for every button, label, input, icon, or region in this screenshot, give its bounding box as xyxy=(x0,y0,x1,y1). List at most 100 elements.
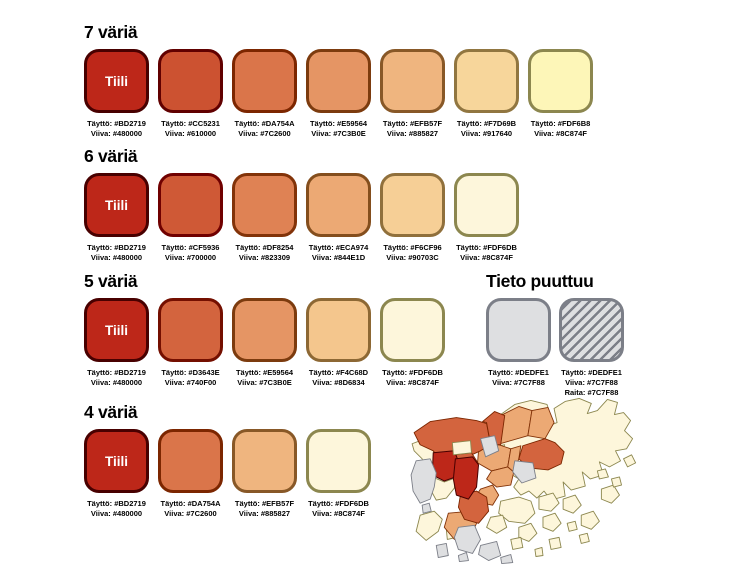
color-swatch xyxy=(232,173,297,237)
fill-label: Täyttö: #F6CF96 xyxy=(383,243,442,252)
line-label: Viiva: #7C2600 xyxy=(238,128,291,138)
map-island xyxy=(623,454,637,468)
palette-group-4: 4 väriä Tiili Täyttö: #BD2719 Viiva: #48… xyxy=(84,402,371,519)
fill-label: Täyttö: #BD2719 xyxy=(87,499,146,508)
swatch-cell: Täyttö: #D3643E Viiva: #740F00 xyxy=(158,298,223,388)
missing-data-striped-swatch xyxy=(559,298,624,362)
group-title: 6 väriä xyxy=(84,146,138,166)
swatch-label: Täyttö: #FDF6DB Viiva: #8C874F xyxy=(306,499,371,519)
line-label: Viiva: #480000 xyxy=(90,128,143,138)
group-title: 7 väriä xyxy=(84,22,138,42)
color-swatch xyxy=(454,173,519,237)
color-swatch xyxy=(380,173,445,237)
map-region xyxy=(421,502,432,514)
fill-label: Täyttö: #FDF6DB xyxy=(308,499,369,508)
swatch-label: Täyttö: #BD2719 Viiva: #480000 xyxy=(84,499,149,519)
color-swatch xyxy=(454,49,519,113)
group-title: 5 väriä xyxy=(84,271,138,291)
line-label: Viiva: #480000 xyxy=(90,252,143,262)
color-swatch xyxy=(232,49,297,113)
map-region xyxy=(482,411,506,446)
fill-label: Täyttö: #BD2719 xyxy=(87,368,146,377)
map-region xyxy=(415,510,443,541)
group-title: 4 väriä xyxy=(84,402,138,422)
map-region xyxy=(451,440,472,456)
line-label: Viiva: #8C874F xyxy=(460,252,513,262)
swatch-cell: Täyttö: #ECA974 Viiva: #844E1D xyxy=(306,173,371,263)
swatch-cell: Tiili Täyttö: #BD2719 Viiva: #480000 xyxy=(84,298,149,388)
swatch-cell: Tiili Täyttö: #BD2719 Viiva: #480000 xyxy=(84,49,149,139)
color-swatch xyxy=(158,173,223,237)
swatch-cell: Täyttö: #DA754A Viiva: #7C2600 xyxy=(232,49,297,139)
line-label: Viiva: #8C874F xyxy=(386,377,439,387)
map-region xyxy=(452,456,480,500)
swatch-cell: Täyttö: #F4C68D Viiva: #8D6834 xyxy=(306,298,371,388)
map-region xyxy=(500,554,514,565)
line-label: Viiva: #480000 xyxy=(90,377,143,387)
fill-label: Täyttö: #FDF6B8 xyxy=(530,119,591,128)
color-swatch xyxy=(158,49,223,113)
line-label: Viiva: #7C3B0E xyxy=(311,128,366,138)
swatch-label: Täyttö: #E59564 Viiva: #7C3B0E xyxy=(232,368,297,388)
color-swatch: Tiili xyxy=(84,173,149,237)
map-island xyxy=(596,468,609,480)
color-swatch xyxy=(306,298,371,362)
color-swatch xyxy=(232,429,297,493)
swatch-label: Täyttö: #DF8254 Viiva: #823309 xyxy=(232,243,297,263)
line-label: Viiva: #700000 xyxy=(164,252,217,262)
map-island xyxy=(534,546,544,557)
line-label: Viiva: #8D6834 xyxy=(312,377,365,387)
map-island xyxy=(498,496,536,524)
line-label: Viiva: #8C874F xyxy=(312,508,365,518)
color-swatch: Tiili xyxy=(84,429,149,493)
swatch-cell: Täyttö: #CC5231 Viiva: #610000 xyxy=(158,49,223,139)
map-islands-pale-yellow xyxy=(486,454,637,557)
swatch-label: Täyttö: #DEDFE1 Viiva: #7C7F88 Raita: #7… xyxy=(559,368,624,398)
map-region-pale-inner xyxy=(451,440,472,456)
fill-label: Täyttö: #CC5231 xyxy=(161,119,220,128)
fill-label: Täyttö: #FDF6DB xyxy=(456,243,517,252)
missing-data-swatch xyxy=(486,298,551,362)
swatch-label: Täyttö: #FDF6B8 Viiva: #8C874F xyxy=(528,119,593,139)
line-label: Viiva: #7C2600 xyxy=(164,508,217,518)
fill-label: Täyttö: #EFB57F xyxy=(234,499,295,508)
swatch-label: Täyttö: #ECA974 Viiva: #844E1D xyxy=(306,243,371,263)
tile-sample-label: Tiili xyxy=(104,322,128,338)
color-swatch xyxy=(306,429,371,493)
swatch-label: Täyttö: #E59564 Viiva: #7C3B0E xyxy=(306,119,371,139)
swatch-label: Täyttö: #F4C68D Viiva: #8D6834 xyxy=(306,368,371,388)
swatch-label: Täyttö: #DA754A Viiva: #7C2600 xyxy=(232,119,297,139)
color-swatch xyxy=(380,49,445,113)
fill-label: Täyttö: #D3643E xyxy=(161,368,220,377)
swatch-cell: Täyttö: #F6CF96 Viiva: #90703C xyxy=(380,173,445,263)
fill-label: Täyttö: #DA754A xyxy=(160,499,221,508)
swatch-cell: Täyttö: #DEDFE1 Viiva: #7C7F88 Raita: #7… xyxy=(559,298,624,398)
swatch-cell: Täyttö: #FDF6B8 Viiva: #8C874F xyxy=(528,49,593,139)
swatch-label: Täyttö: #BD2719 Viiva: #480000 xyxy=(84,119,149,139)
swatch-cell: Täyttö: #FDF6DB Viiva: #8C874F xyxy=(306,429,371,519)
line-label: Viiva: #844E1D xyxy=(311,252,366,262)
swatch-row: Tiili Täyttö: #BD2719 Viiva: #480000 Täy… xyxy=(84,429,371,519)
swatch-cell: Täyttö: #DA754A Viiva: #7C2600 xyxy=(158,429,223,519)
missing-data-group: Tieto puuttuu Täyttö: #DEDFE1 Viiva: #7C… xyxy=(486,271,624,398)
fill-label: Täyttö: #E59564 xyxy=(235,368,294,377)
fill-label: Täyttö: #F7D69B xyxy=(456,119,517,128)
map-region xyxy=(410,458,437,504)
swatch-label: Täyttö: #BD2719 Viiva: #480000 xyxy=(84,243,149,263)
swatch-label: Täyttö: #F7D69B Viiva: #917640 xyxy=(454,119,519,139)
swatch-label: Täyttö: #CC5231 Viiva: #610000 xyxy=(158,119,223,139)
fill-label: Täyttö: #BD2719 xyxy=(87,119,146,128)
fill-label: Täyttö: #DF8254 xyxy=(235,243,294,252)
fill-label: Täyttö: #EFB57F xyxy=(382,119,443,128)
swatch-label: Täyttö: #D3643E Viiva: #740F00 xyxy=(158,368,223,388)
line-label: Viiva: #90703C xyxy=(386,252,439,262)
swatch-cell: Täyttö: #EFB57F Viiva: #885827 xyxy=(380,49,445,139)
fill-label: Täyttö: #DA754A xyxy=(234,119,295,128)
swatch-label: Täyttö: #BD2719 Viiva: #480000 xyxy=(84,368,149,388)
palette-group-7: 7 väriä Tiili Täyttö: #BD2719 Viiva: #48… xyxy=(84,22,593,139)
line-label: Viiva: #740F00 xyxy=(164,377,217,387)
fill-label: Täyttö: #E59564 xyxy=(309,119,368,128)
line-label: Viiva: #7C7F88 xyxy=(565,377,618,387)
swatch-cell: Täyttö: #FDF6DB Viiva: #8C874F xyxy=(454,173,519,263)
map-region xyxy=(453,524,482,554)
